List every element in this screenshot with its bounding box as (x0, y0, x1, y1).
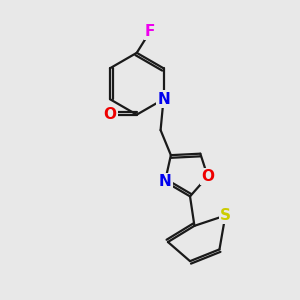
Text: S: S (220, 208, 231, 223)
Text: N: N (159, 174, 171, 189)
Text: O: O (201, 169, 214, 184)
Text: O: O (104, 107, 117, 122)
Text: F: F (145, 24, 155, 39)
Text: N: N (157, 92, 170, 107)
